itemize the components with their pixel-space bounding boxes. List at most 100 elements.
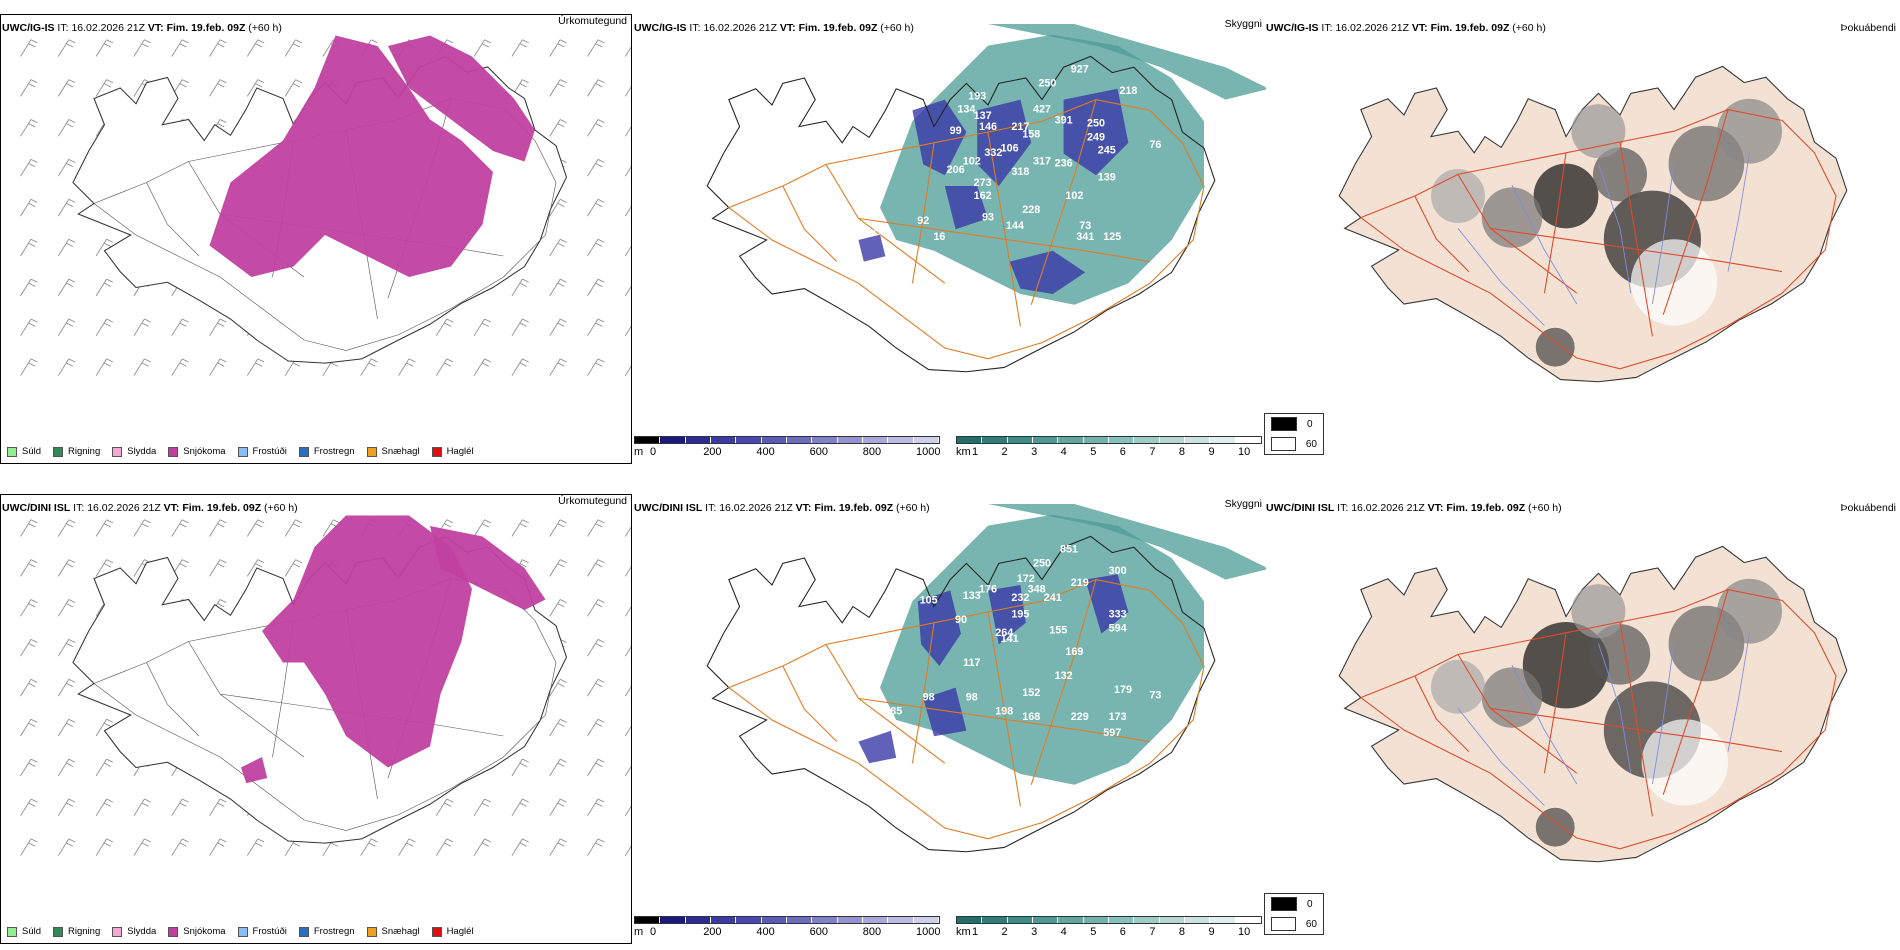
wind-barb — [549, 39, 567, 57]
snow-height-colorbar: m 0 200 400 600 800 1000 — [634, 916, 940, 940]
legend-swatch — [366, 926, 377, 937]
wind-barb — [587, 119, 605, 137]
snowfall-area — [209, 35, 535, 277]
wind-barb — [549, 599, 567, 617]
road-network — [727, 579, 1205, 840]
colorbar-segment — [1235, 437, 1261, 443]
wind-barb — [133, 358, 151, 376]
vt-label: VT: — [163, 502, 180, 514]
wind-barb — [20, 119, 38, 137]
legend-swatch — [237, 446, 248, 457]
snow-depth-label: 172 — [1017, 573, 1035, 585]
legend-swatch — [7, 446, 17, 457]
fog-index-patch — [1481, 187, 1543, 248]
colorbar-segment — [635, 437, 661, 443]
wind-barb — [209, 559, 227, 577]
header-top: UWC/IG-IS IT: 16.02.2026 21Z VT: Fim. 19… — [2, 22, 282, 34]
colorbar-tick: 1 — [972, 926, 979, 938]
snow-depth-label: 241 — [1044, 592, 1062, 604]
legend-item-frostregn: Frostregn — [298, 926, 355, 937]
legend-label: Frostregn — [313, 926, 355, 937]
wind-barb — [549, 119, 567, 137]
vt-label: VT: — [1411, 22, 1428, 34]
wind-barb — [246, 79, 265, 97]
legend-swatch — [112, 446, 123, 457]
wind-barb — [549, 278, 567, 297]
legend-swatch — [112, 926, 123, 937]
wind-barb — [95, 559, 114, 577]
colorbar-segment — [812, 917, 838, 923]
wind-barb — [587, 519, 605, 537]
visibility-colorbar: km 1 2 3 4 5 6 7 8 9 10 — [956, 436, 1262, 460]
colorbar-segment — [957, 917, 983, 923]
wind-barb — [624, 566, 631, 577]
wind-barb — [549, 238, 567, 257]
colorbar-segment — [710, 917, 737, 923]
wind-barb — [246, 39, 265, 57]
wind-barb — [624, 285, 631, 297]
wind-barb — [95, 318, 114, 337]
snow-depth-label: 106 — [1001, 142, 1019, 154]
it-value: 16.02.2026 21Z — [71, 22, 145, 34]
colorbar-tick: 8 — [1178, 926, 1185, 938]
colorbar-segment — [1058, 917, 1084, 923]
snow-depth-label: 391 — [1055, 114, 1073, 126]
snow-depth-label: 273 — [974, 177, 992, 189]
low-visibility-blob — [880, 34, 1204, 305]
header-top-3: UWC/IG-IS IT: 16.02.2026 21Z VT: Fim. 19… — [1266, 22, 1546, 34]
wind-barb — [209, 798, 227, 817]
colorbar-tick: 2 — [1001, 446, 1008, 458]
wind-barb — [511, 318, 529, 337]
deep-snow-blob — [912, 99, 967, 176]
colorbar-tick: 6 — [1119, 446, 1126, 458]
snow-depth-label: 198 — [995, 706, 1013, 718]
deep-snow-blob — [1009, 250, 1086, 294]
wind-barb — [209, 838, 227, 856]
snow-depth-label: 195 — [1011, 608, 1029, 620]
wind-barb — [284, 39, 303, 57]
lead-time: (+60 h) — [880, 22, 914, 34]
colorbar-segment — [1007, 917, 1033, 923]
model-name: UWC/IG-IS — [2, 22, 55, 34]
wind-barb — [57, 838, 76, 856]
vt-value: Fim. 19.feb. 09Z — [166, 22, 246, 34]
colorbar-tick: 600 — [809, 446, 828, 458]
wind-barb — [473, 358, 492, 376]
colorbar-segment — [1235, 917, 1261, 923]
lead-time: (+60 h) — [1528, 502, 1562, 514]
colorbar-unit: km — [956, 446, 971, 458]
wind-barb — [549, 318, 567, 337]
precip-legend: Súld Rigning Slydda Snjókoma Frostúði Fr… — [7, 446, 474, 457]
snow-depth-label: 173 — [1109, 711, 1127, 723]
colorbar-segment — [761, 917, 787, 923]
snow-depth-label: 141 — [1001, 633, 1019, 645]
snow-depth-label: 98 — [923, 692, 935, 704]
vis-colorbar-strip — [956, 916, 1262, 924]
snowfall-blob — [240, 757, 268, 784]
legend-item-rigning: Rigning — [53, 926, 100, 937]
wind-barb — [133, 39, 151, 57]
deep-snow-blob — [858, 234, 886, 262]
colorbar-tick: 4 — [1060, 926, 1067, 938]
colorbar-segment — [786, 917, 813, 923]
legend-label: Snæhagl — [381, 446, 420, 457]
wind-barb — [511, 838, 529, 856]
wind-barb — [57, 79, 76, 97]
wind-barb — [624, 246, 631, 257]
legend-label: 60 — [1305, 438, 1317, 450]
legend-label: 0 — [1307, 898, 1313, 910]
it-value: 16.02.2026 21Z — [87, 502, 161, 514]
fog-legend-item: 60 — [1265, 914, 1323, 934]
wind-barb — [624, 206, 631, 217]
colorbar-segment — [862, 917, 889, 923]
wind-barb — [57, 39, 76, 57]
colorbar-segment — [1108, 437, 1135, 443]
legend-item-frostregn: Frostregn — [298, 446, 355, 457]
colorbar-tick: 600 — [809, 926, 828, 938]
vt-value: Fim. 19.feb. 09Z — [182, 502, 262, 514]
snow-depth-label: 155 — [1049, 625, 1067, 637]
snow-depth-label: 125 — [1103, 231, 1121, 243]
colorbar-tick: 9 — [1208, 926, 1215, 938]
wind-barb — [57, 678, 76, 697]
